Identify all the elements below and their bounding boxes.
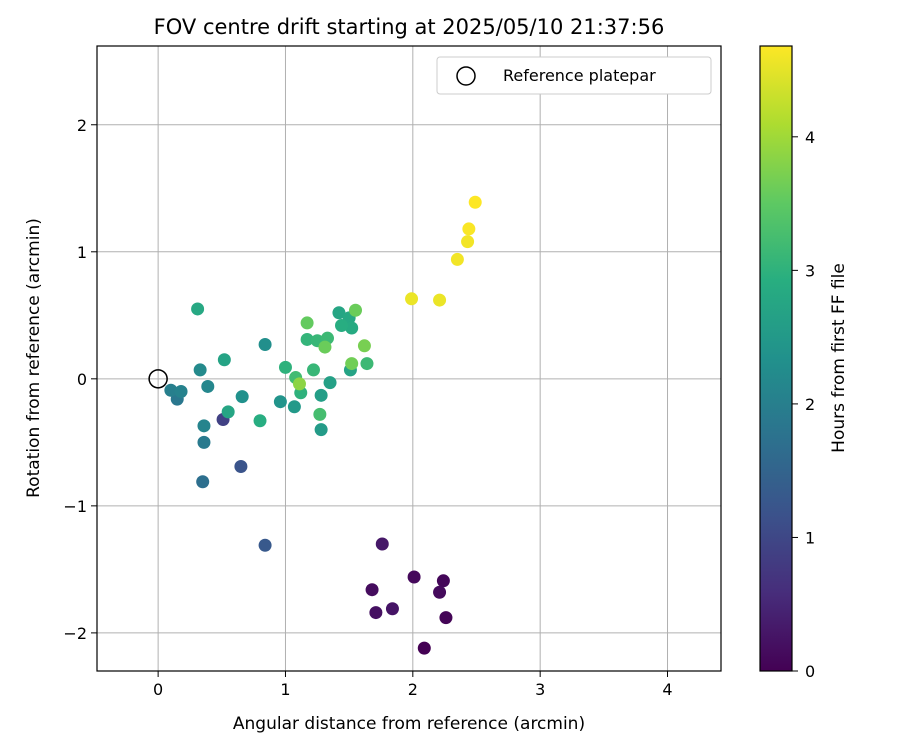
scatter-point — [235, 390, 249, 404]
scatter-point — [375, 537, 389, 551]
scatter-point — [196, 475, 210, 489]
scatter-point — [461, 235, 475, 249]
legend-box — [436, 56, 712, 95]
scatter-point — [217, 353, 231, 367]
legend-reference-marker — [456, 66, 476, 86]
x-tick-label: 3 — [535, 680, 545, 699]
scatter-point — [433, 585, 447, 599]
y-tick-label: −1 — [63, 497, 87, 516]
scatter-point — [314, 388, 328, 402]
scatter-point — [433, 293, 447, 307]
scatter-point — [292, 377, 306, 391]
scatter-point — [253, 414, 267, 428]
scatter-point — [369, 606, 383, 620]
chart-title: FOV centre drift starting at 2025/05/10 … — [154, 15, 665, 39]
scatter-point — [306, 363, 320, 377]
scatter-point — [436, 574, 450, 588]
scatter-point — [258, 338, 272, 352]
scatter-point — [357, 339, 371, 353]
y-tick-label: 0 — [77, 370, 87, 389]
x-axis-label: Angular distance from reference (arcmin) — [233, 714, 585, 734]
y-axis-ticks: −2 −1 0 1 2 — [63, 116, 97, 643]
colorbar-ticks: 0 1 2 3 4 — [792, 128, 815, 681]
colorbar: 0 1 2 3 4 Hours from first FF file — [759, 45, 849, 681]
scatter-point — [201, 379, 215, 393]
scatter-point — [221, 405, 235, 419]
legend-label: Reference platepar — [503, 66, 656, 85]
x-tick-label: 1 — [280, 680, 290, 699]
scatter-point — [197, 435, 211, 449]
scatter-point — [300, 332, 314, 346]
plot-area: 0 1 2 3 4 −2 −1 0 1 2 — [63, 45, 722, 699]
colorbar-tick-label: 4 — [805, 128, 815, 147]
scatter-point — [439, 611, 453, 625]
scatter-point — [349, 303, 363, 317]
scatter-points — [164, 195, 482, 655]
legend: Reference platepar — [436, 56, 712, 95]
scatter-point — [164, 383, 178, 397]
x-axis-ticks: 0 1 2 3 4 — [153, 671, 673, 699]
scatter-point — [345, 321, 359, 335]
scatter-point — [197, 419, 211, 433]
y-tick-label: 1 — [77, 243, 87, 262]
scatter-point — [313, 407, 327, 421]
plot-frame — [96, 45, 722, 672]
scatter-point — [462, 222, 476, 236]
scatter-point — [258, 538, 272, 552]
colorbar-tick-label: 0 — [805, 662, 815, 681]
scatter-point — [385, 602, 399, 616]
scatter-point — [287, 400, 301, 414]
x-tick-label: 4 — [662, 680, 672, 699]
scatter-point — [335, 318, 349, 332]
scatter-point — [191, 302, 205, 316]
scatter-point — [450, 252, 464, 266]
x-tick-label: 0 — [153, 680, 163, 699]
x-tick-label: 2 — [408, 680, 418, 699]
scatter-point — [407, 570, 421, 584]
scatter-point — [278, 360, 292, 374]
scatter-point — [468, 195, 482, 209]
scatter-point — [323, 376, 337, 390]
colorbar-gradient — [759, 45, 793, 672]
colorbar-tick-label: 3 — [805, 261, 815, 280]
grid-lines — [97, 46, 721, 671]
scatter-point — [300, 316, 314, 330]
scatter-point — [417, 641, 431, 655]
colorbar-tick-label: 1 — [805, 528, 815, 547]
y-tick-label: 2 — [77, 116, 87, 135]
scatter-point — [332, 306, 346, 320]
scatter-point — [174, 385, 188, 399]
scatter-point — [273, 395, 287, 409]
scatter-point — [365, 583, 379, 597]
y-tick-label: −2 — [63, 624, 87, 643]
scatter-point — [405, 292, 419, 306]
scatter-point — [193, 363, 207, 377]
scatter-point — [234, 459, 248, 473]
scatter-point — [360, 357, 374, 371]
scatter-point — [314, 423, 328, 437]
y-axis-label: Rotation from reference (arcmin) — [24, 218, 44, 498]
reference-platepar-marker — [148, 369, 168, 389]
colorbar-tick-label: 2 — [805, 395, 815, 414]
scatter-point — [318, 340, 332, 354]
colorbar-label: Hours from first FF file — [829, 263, 849, 453]
scatter-point — [345, 357, 359, 371]
